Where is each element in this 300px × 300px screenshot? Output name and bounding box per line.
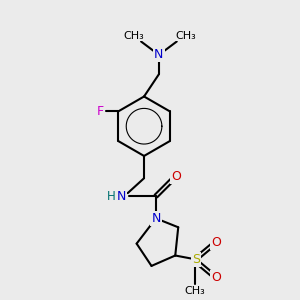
Text: O: O	[211, 271, 221, 284]
Text: N: N	[151, 212, 160, 225]
Text: CH₃: CH₃	[184, 286, 205, 296]
Text: N: N	[117, 190, 127, 202]
Text: S: S	[192, 254, 200, 266]
Text: O: O	[171, 170, 181, 183]
Text: H: H	[106, 190, 115, 202]
Text: CH₃: CH₃	[123, 31, 144, 40]
Text: F: F	[97, 105, 104, 118]
Text: O: O	[211, 236, 221, 249]
Text: CH₃: CH₃	[175, 31, 196, 40]
Text: N: N	[154, 48, 164, 62]
